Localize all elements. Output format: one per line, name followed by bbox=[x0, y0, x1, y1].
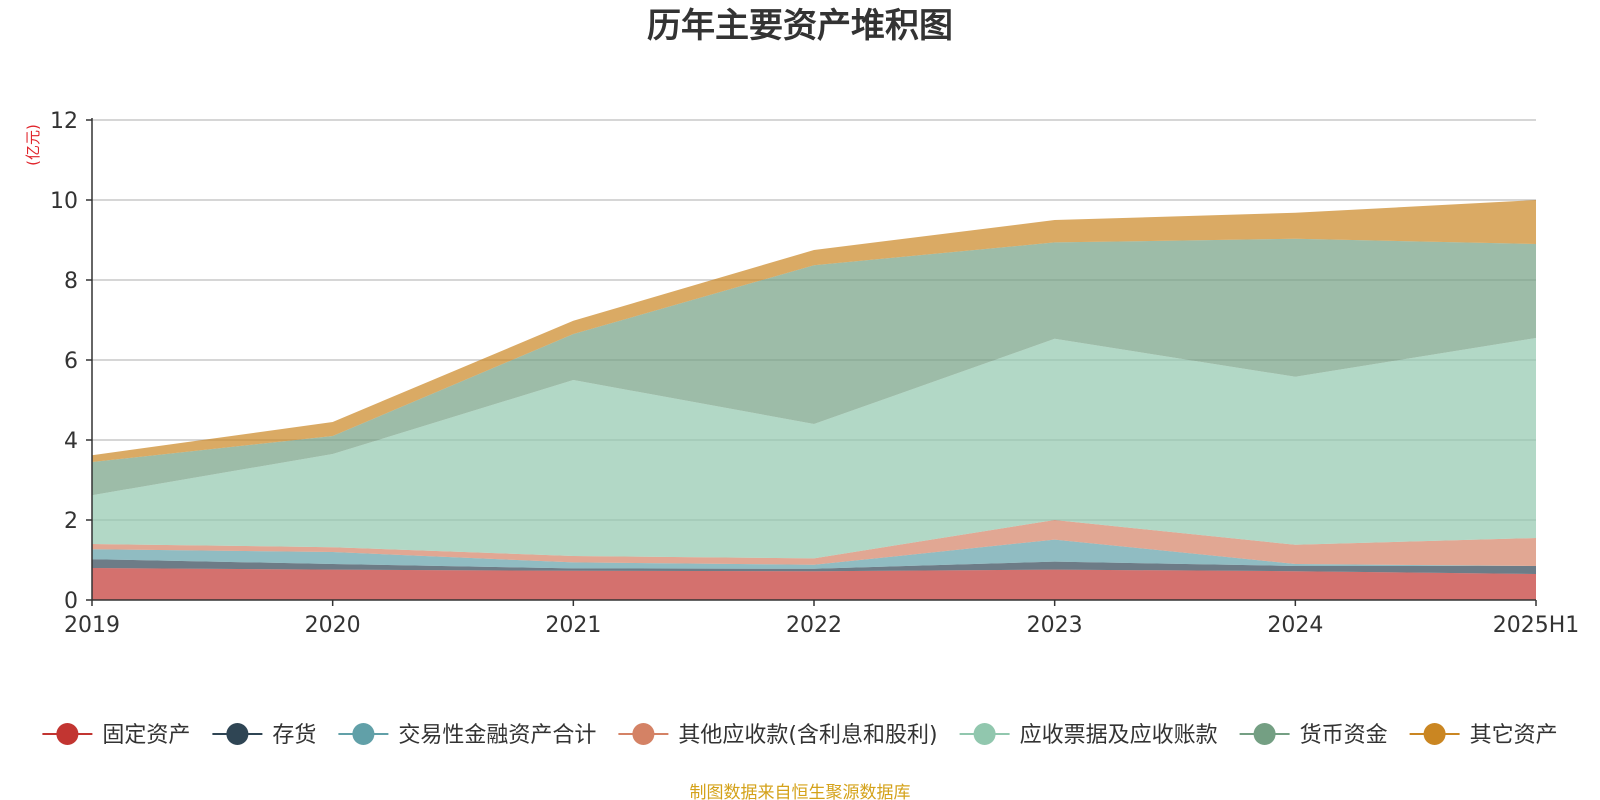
y-tick-label: 4 bbox=[64, 429, 78, 454]
legend-item-3[interactable]: 交易性金融资产合计 bbox=[338, 723, 596, 748]
x-tick-label: 2023 bbox=[1027, 613, 1083, 638]
legend-item-4[interactable]: 其他应收款(含利息和股利) bbox=[618, 723, 938, 748]
legend-marker bbox=[226, 723, 249, 745]
legend-item-2[interactable]: 存货 bbox=[212, 723, 316, 748]
legend-label: 交易性金融资产合计 bbox=[398, 723, 596, 748]
x-tick-label: 2020 bbox=[305, 613, 361, 638]
legend-label: 存货 bbox=[272, 723, 316, 748]
area-series-5[interactable] bbox=[92, 338, 1536, 559]
legend-marker bbox=[352, 723, 375, 745]
chart-title: 历年主要资产堆积图 bbox=[647, 6, 953, 46]
area-series-2[interactable] bbox=[92, 559, 1536, 574]
legend-item-7[interactable]: 其它资产 bbox=[1409, 723, 1558, 748]
legend-marker bbox=[56, 723, 79, 745]
legend-label: 货币资金 bbox=[1300, 723, 1388, 748]
y-tick-label: 2 bbox=[64, 509, 78, 534]
area-series-1[interactable] bbox=[92, 568, 1536, 600]
legend-label: 其他应收款(含利息和股利) bbox=[678, 723, 937, 748]
x-tick-label: 2024 bbox=[1267, 613, 1323, 638]
area-series-4[interactable] bbox=[92, 520, 1536, 566]
legend-label: 固定资产 bbox=[102, 723, 190, 748]
legend-marker bbox=[632, 723, 655, 745]
legend-label: 其它资产 bbox=[1470, 723, 1558, 748]
legend-marker bbox=[1253, 723, 1276, 745]
x-tick-label: 2021 bbox=[545, 613, 601, 638]
y-tick-label: 6 bbox=[64, 349, 78, 374]
legend-item-6[interactable]: 货币资金 bbox=[1239, 723, 1388, 748]
area-series bbox=[92, 200, 1536, 600]
y-tick-label: 8 bbox=[64, 269, 78, 294]
axes: 0 2 4 6 8 10 12 2019 2020 2021 2022 2023 2024 2025H1 bbox=[50, 109, 1579, 638]
legend-label: 应收票据及应收账款 bbox=[1020, 723, 1218, 748]
x-tick-label: 2022 bbox=[786, 613, 842, 638]
y-tick-label: 12 bbox=[50, 109, 78, 134]
y-axis-unit-label: (亿元) bbox=[24, 124, 42, 166]
legend-marker bbox=[973, 723, 996, 745]
x-tick-label: 2025H1 bbox=[1493, 613, 1580, 638]
area-series-6[interactable] bbox=[92, 238, 1536, 496]
legend-item-5[interactable]: 应收票据及应收账款 bbox=[959, 723, 1218, 748]
y-tick-label: 0 bbox=[64, 589, 78, 614]
area-series-3[interactable] bbox=[92, 539, 1536, 569]
x-tick-label: 2019 bbox=[64, 613, 120, 638]
y-tick-label: 10 bbox=[50, 189, 78, 214]
area-series-7[interactable] bbox=[92, 200, 1536, 462]
legend-marker bbox=[1423, 723, 1446, 745]
legend-item-1[interactable]: 固定资产 bbox=[42, 723, 190, 748]
data-source-note: 制图数据来自恒生聚源数据库 bbox=[689, 783, 911, 800]
legend: 固定资产 存货 交易性金融资产合计 其他应收款(含利息和股利) 应收票据及应收账款 货币资… bbox=[42, 723, 1558, 748]
